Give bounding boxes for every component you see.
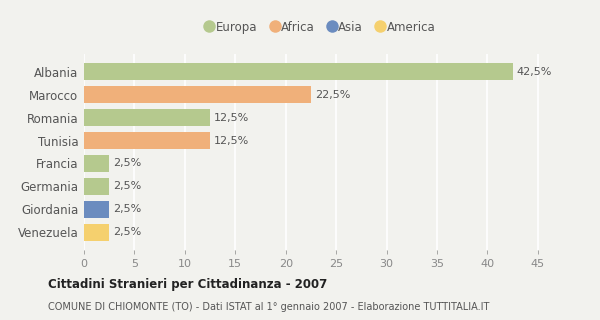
Bar xyxy=(84,132,210,149)
Text: 12,5%: 12,5% xyxy=(214,135,250,146)
Bar xyxy=(84,224,109,241)
Text: 12,5%: 12,5% xyxy=(214,113,250,123)
Text: 2,5%: 2,5% xyxy=(113,158,142,169)
Text: 22,5%: 22,5% xyxy=(315,90,350,100)
Legend: Europa, Africa, Asia, America: Europa, Africa, Asia, America xyxy=(203,17,439,37)
Text: 2,5%: 2,5% xyxy=(113,181,142,191)
Text: 42,5%: 42,5% xyxy=(517,67,552,76)
Text: COMUNE DI CHIOMONTE (TO) - Dati ISTAT al 1° gennaio 2007 - Elaborazione TUTTITAL: COMUNE DI CHIOMONTE (TO) - Dati ISTAT al… xyxy=(48,302,490,312)
Bar xyxy=(84,178,109,195)
Bar xyxy=(84,155,109,172)
Text: 2,5%: 2,5% xyxy=(113,228,142,237)
Text: Cittadini Stranieri per Cittadinanza - 2007: Cittadini Stranieri per Cittadinanza - 2… xyxy=(48,278,327,291)
Bar xyxy=(84,86,311,103)
Bar xyxy=(84,201,109,218)
Bar xyxy=(84,63,512,80)
Bar xyxy=(84,109,210,126)
Text: 2,5%: 2,5% xyxy=(113,204,142,214)
